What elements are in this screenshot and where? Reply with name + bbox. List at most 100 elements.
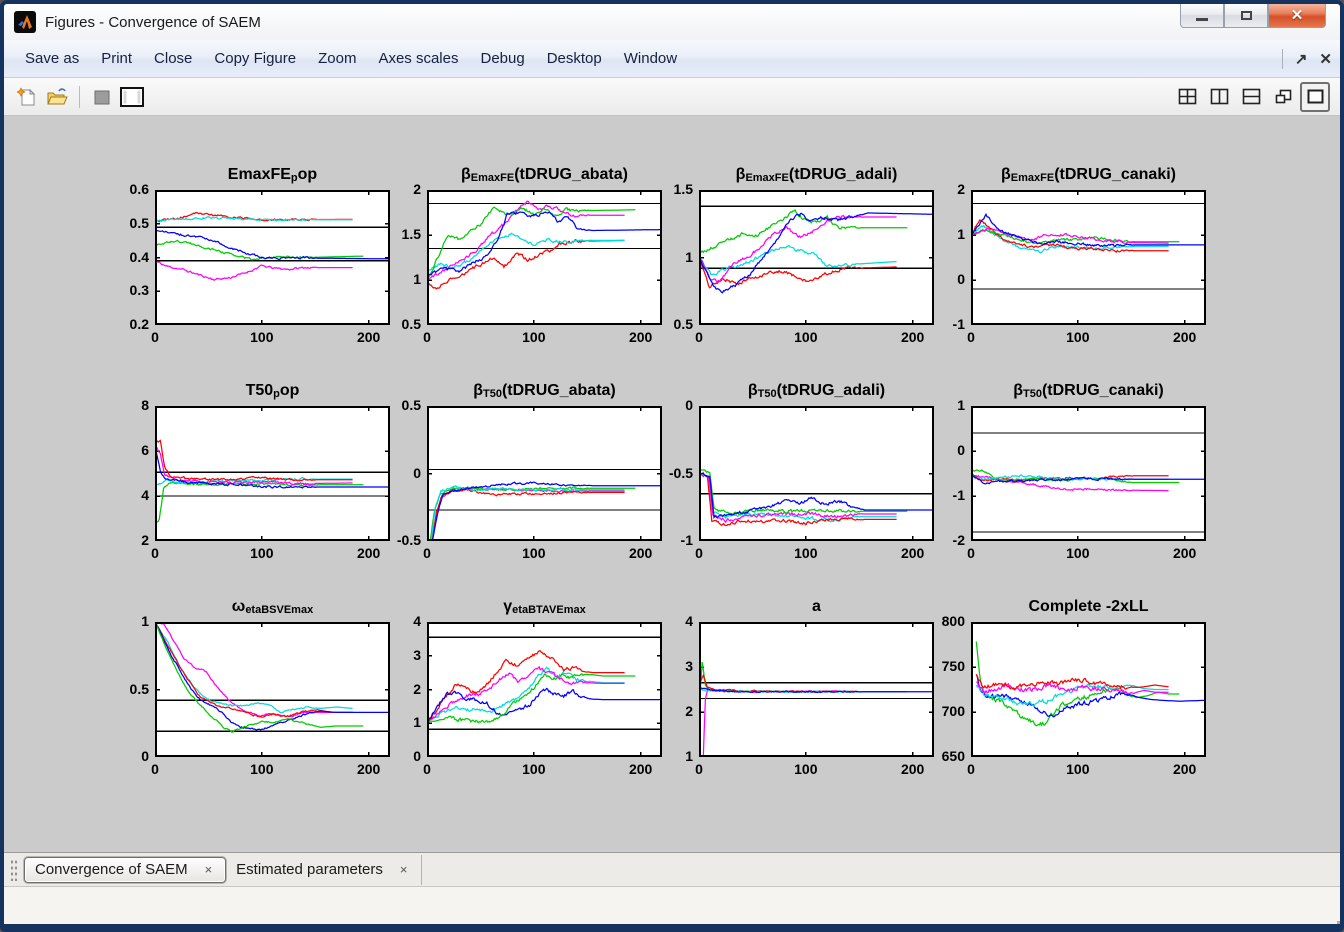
subplot-title: β T50 (tDRUG_adali) [747,382,886,400]
series-line-b [431,481,662,541]
resize-grip[interactable] [1331,915,1334,918]
y-axis-tick-label: 2 [413,181,421,197]
x-axis-tick-label: 200 [1172,761,1197,777]
series-line-r [699,673,897,694]
minimize-button[interactable] [1180,4,1224,28]
maximize-window-button[interactable] [1300,81,1330,112]
x-axis-tick-label: 200 [628,329,653,345]
x-axis-tick-label: 0 [695,329,703,345]
y-axis-tick-label: 650 [941,748,965,764]
menu-item-debug[interactable]: Debug [480,49,525,67]
menu-item-axes-scales[interactable]: Axes scales [378,49,459,67]
menu-item-window[interactable]: Window [623,49,678,67]
tile-columns-button[interactable] [1204,82,1234,112]
subplot--T50-tDRUG-abata-: β T50 (tDRUG_abata) -0.5 0 0.5 0 100 200 [367,376,732,593]
minimize-icon [1196,18,1208,21]
x-axis-tick-label: 0 [695,545,703,561]
plot-axes [699,406,934,541]
x-axis-tick-label: 100 [522,545,546,561]
tab-convergence-of-saem[interactable]: Convergence of SAEM × [24,856,227,883]
y-axis-tick-label: 0.5 [129,214,149,231]
undock-icon[interactable]: ↗ [1294,50,1308,68]
tabbar-grip[interactable] [10,858,18,881]
series-line-b [971,212,1206,248]
subplot--EmaxFE-tDRUG-abata-: β EmaxFE (tDRUG_abata) 0.5 1 1.5 2 0 100 200 [367,160,732,377]
subplot--EmaxFE-tDRUG-canaki-: β EmaxFE (tDRUG_canaki) -1 0 1 2 0 100 200 [911,160,1276,377]
series-line-c [427,666,625,723]
window-title: Figures - Convergence of SAEM [45,13,261,31]
tile-rows-icon [1242,88,1260,105]
title-bar[interactable]: Figures - Convergence of SAEM ✕ [4,4,1340,40]
y-axis-tick-label: 1 [957,226,965,242]
tile-columns-icon [1210,88,1228,105]
x-axis-tick-label: 200 [900,545,925,561]
x-axis-tick-label: 100 [250,545,274,561]
float-windows-button[interactable] [1268,82,1298,112]
figure-tab-bar: Convergence of SAEM × Estimated paramete… [4,852,1340,886]
subplot-title: T50 p op [245,382,300,400]
y-axis-tick-label: 0.6 [129,181,149,197]
subplot--EmaxFE-tDRUG-adali-: β EmaxFE (tDRUG_adali) 0.5 1 1.5 0 100 200 [639,160,1004,377]
close-button[interactable]: ✕ [1268,4,1326,28]
tab-estimated-parameters[interactable]: Estimated parameters × [226,854,422,885]
series-line-r [971,219,1169,253]
y-axis-tick-label: 0 [957,442,965,458]
series-line-r [155,439,353,482]
new-figure-icon [17,86,36,105]
series-line-b [155,622,390,731]
series-line-b [699,472,934,520]
y-axis-tick-label: 2 [685,703,693,719]
subplot-title: ω etaBSVEmax [231,598,314,616]
series-line-m [699,689,897,757]
plot-axes [971,406,1206,541]
maximize-window-icon [1307,89,1323,104]
x-axis-tick-label: 0 [151,761,159,777]
x-axis-tick-label: 0 [967,761,975,777]
menubar-close-icon[interactable]: ✕ [1319,50,1332,68]
menu-item-zoom[interactable]: Zoom [318,49,357,67]
matlab-logo-icon [14,11,36,33]
y-axis-tick-label: 0.3 [129,282,149,299]
figure-window-button[interactable] [117,82,147,112]
series-line-r [427,650,625,725]
subplot--etaBSVEmax: ω etaBSVEmax 0 0.5 1 0 100 200 [95,592,460,809]
new-figure-button[interactable] [12,82,42,112]
y-axis-tick-label: 4 [141,487,149,503]
print-icon [94,90,110,104]
menu-item-desktop[interactable]: Desktop [546,49,602,67]
subplot-Complete-2xLL: Complete -2xLL 650 700 750 800 0 100 200 [911,592,1276,809]
menu-item-copy-figure[interactable]: Copy Figure [214,49,297,67]
y-axis-tick-label: 6 [141,442,149,458]
series-line-m [430,487,625,541]
y-axis-tick-label: 0.5 [401,397,421,413]
subplot-title: a [812,598,821,615]
print-button[interactable] [87,82,117,112]
open-file-button[interactable] [42,82,72,112]
tile-rows-button[interactable] [1236,82,1266,112]
tile-grid-icon [1178,88,1196,105]
y-axis-tick-label: 0.2 [129,316,149,332]
tile-grid-button[interactable] [1172,82,1202,112]
menu-item-save-as[interactable]: Save as [25,49,80,67]
toolbar-separator [79,85,80,108]
tab-close-icon[interactable]: × [399,862,408,877]
series-line-b [427,687,662,725]
open-folder-icon [47,87,68,104]
x-axis-tick-label: 100 [1066,329,1090,345]
series-line-m [427,200,625,282]
y-axis-tick-label: 1 [413,714,421,731]
menu-item-close[interactable]: Close [154,49,193,67]
x-axis-tick-label: 100 [522,329,546,345]
y-axis-tick-label: 0 [957,271,965,287]
series-line-r [699,472,897,527]
series-line-g [427,206,636,282]
plot-axes [427,622,662,757]
plot-axes [427,190,662,325]
series-line-g [155,622,364,733]
maximize-button[interactable] [1224,4,1268,28]
tab-close-icon[interactable]: × [204,862,213,877]
subplot-title: β EmaxFE (tDRUG_canaki) [1001,166,1176,184]
series-line-g [699,662,908,712]
menu-item-print[interactable]: Print [101,49,133,67]
